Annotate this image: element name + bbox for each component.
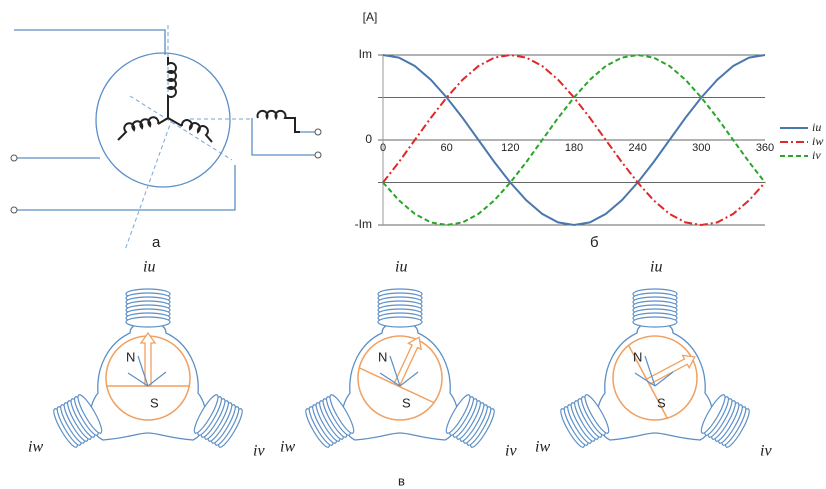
phase-w-label: iw [280,439,295,456]
schematic [11,25,321,250]
terminal [11,207,17,213]
x-tick-label: 180 [565,142,583,154]
south-label: S [402,395,411,410]
coil-turn [378,317,422,327]
north-label: N [126,349,135,364]
panel-label: в [398,473,405,488]
phase-v-label: iv [253,443,265,460]
pole-coil [126,289,170,327]
phase-u-label: iu [395,259,407,276]
north-label: N [633,349,642,364]
figure: а б в [A] Im0-Im060120180240300360iuiwiv… [0,0,826,489]
pole-coil [378,289,422,327]
motor: N Siu iw iv [535,259,772,460]
y-coils [158,57,212,142]
pole-coil [191,392,246,449]
phase-w-label: iw [535,439,550,456]
coil-w [118,117,158,140]
phase-u-label: iu [650,259,662,276]
phase-u-label: iu [143,259,155,276]
legend-label: iw [812,134,823,148]
x-tick-label: 360 [756,142,774,154]
terminal [315,129,321,135]
legend-label: iv [812,148,821,162]
panel-label: а [152,234,161,251]
terminal [315,152,321,158]
motor: N Siu iw iv [28,259,265,460]
coil-turn [126,317,170,327]
motor: N Siu iw iv [280,259,517,460]
x-tick-label: 240 [628,142,646,154]
south-label: S [150,395,159,410]
pole-coil [443,392,498,449]
x-tick-label: 120 [501,142,519,154]
coil-turn [633,317,677,327]
axis-lines [125,25,250,250]
south-label: S [657,395,666,410]
pole-coil [557,392,612,449]
pole-coil [633,289,677,327]
terminal [11,155,17,161]
phase-v-label: iv [505,443,517,460]
legend-label: iu [812,120,821,134]
x-tick-label: 0 [380,142,386,154]
y-tick-label: Im [359,47,372,61]
y-tick-label: 0 [365,132,372,146]
north-label: N [378,349,387,364]
phase-v-label: iv [760,443,772,460]
pole-coil [50,392,105,449]
pole-coil [698,392,753,449]
panel-label: б [590,234,599,251]
y-axis-label: [A] [363,10,378,24]
x-tick-label: 300 [692,142,710,154]
coil-rotor [258,111,301,132]
pole-coil [302,392,357,449]
phase-w-label: iw [28,439,43,456]
x-tick-label: 60 [441,142,453,154]
y-tick-label: -Im [355,217,372,231]
